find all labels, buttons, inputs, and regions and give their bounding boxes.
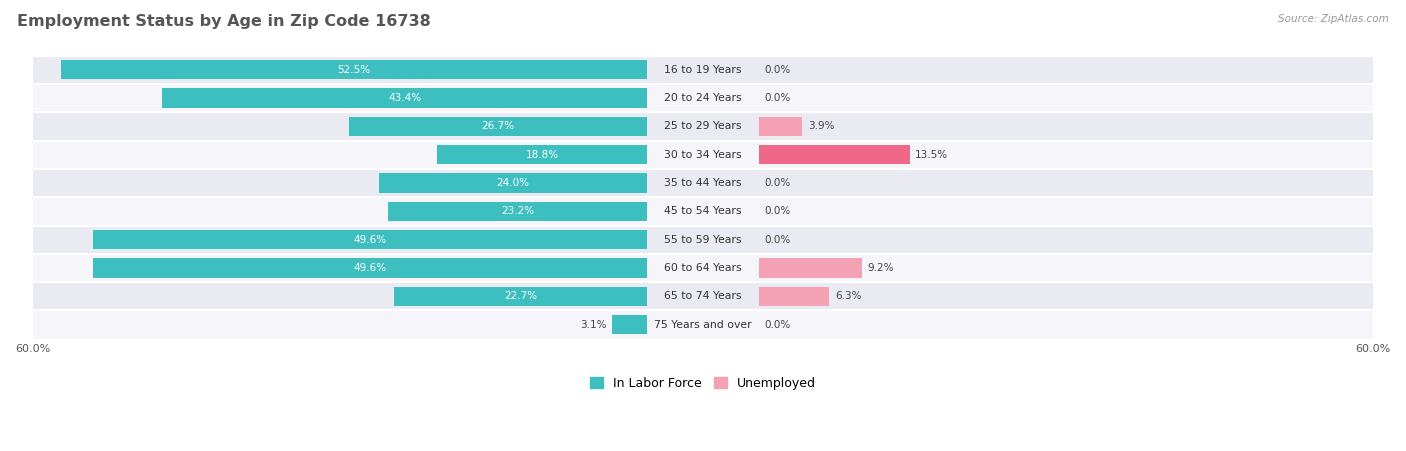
Text: 22.7%: 22.7% (503, 291, 537, 301)
Text: 52.5%: 52.5% (337, 65, 370, 75)
Text: 0.0%: 0.0% (765, 65, 790, 75)
Bar (394, 287, 647, 306)
Bar (32, 254, 1374, 282)
Bar (60, 60, 647, 79)
Bar (32, 226, 1374, 254)
Text: 23.2%: 23.2% (501, 207, 534, 216)
Text: 3.9%: 3.9% (808, 121, 835, 131)
Bar (613, 315, 647, 334)
Bar (32, 112, 1374, 141)
Legend: In Labor Force, Unemployed: In Labor Force, Unemployed (585, 372, 821, 395)
Bar (759, 145, 910, 164)
Text: 3.1%: 3.1% (581, 320, 607, 330)
Text: 6.3%: 6.3% (835, 291, 862, 301)
Text: 18.8%: 18.8% (526, 150, 558, 160)
Bar (32, 55, 1374, 84)
Bar (759, 117, 803, 136)
Bar (437, 145, 647, 164)
Text: 25 to 29 Years: 25 to 29 Years (664, 121, 742, 131)
Bar (380, 173, 647, 193)
Text: 35 to 44 Years: 35 to 44 Years (664, 178, 742, 188)
Bar (32, 282, 1374, 310)
Bar (93, 258, 647, 278)
Text: 0.0%: 0.0% (765, 178, 790, 188)
Text: 0.0%: 0.0% (765, 207, 790, 216)
Bar (32, 310, 1374, 339)
Text: 0.0%: 0.0% (765, 235, 790, 245)
Text: 60 to 64 Years: 60 to 64 Years (664, 263, 742, 273)
Text: 20 to 24 Years: 20 to 24 Years (664, 93, 742, 103)
Text: 0.0%: 0.0% (765, 320, 790, 330)
Text: 49.6%: 49.6% (353, 235, 387, 245)
Text: 55 to 59 Years: 55 to 59 Years (664, 235, 742, 245)
Text: 13.5%: 13.5% (915, 150, 949, 160)
Bar (759, 287, 830, 306)
Bar (93, 230, 647, 249)
Text: 45 to 54 Years: 45 to 54 Years (664, 207, 742, 216)
Text: Employment Status by Age in Zip Code 16738: Employment Status by Age in Zip Code 167… (17, 14, 430, 28)
Bar (349, 117, 647, 136)
Text: Source: ZipAtlas.com: Source: ZipAtlas.com (1278, 14, 1389, 23)
Text: 43.4%: 43.4% (388, 93, 422, 103)
Bar (32, 141, 1374, 169)
Text: 30 to 34 Years: 30 to 34 Years (664, 150, 742, 160)
Text: 65 to 74 Years: 65 to 74 Years (664, 291, 742, 301)
Bar (388, 202, 647, 221)
Text: 49.6%: 49.6% (353, 263, 387, 273)
Bar (162, 88, 647, 108)
Text: 24.0%: 24.0% (496, 178, 530, 188)
Bar (32, 169, 1374, 197)
Text: 16 to 19 Years: 16 to 19 Years (664, 65, 742, 75)
Text: 0.0%: 0.0% (765, 93, 790, 103)
Text: 75 Years and over: 75 Years and over (654, 320, 752, 330)
Text: 9.2%: 9.2% (868, 263, 894, 273)
Bar (759, 258, 862, 278)
Bar (32, 197, 1374, 226)
Text: 26.7%: 26.7% (481, 121, 515, 131)
Bar (32, 84, 1374, 112)
